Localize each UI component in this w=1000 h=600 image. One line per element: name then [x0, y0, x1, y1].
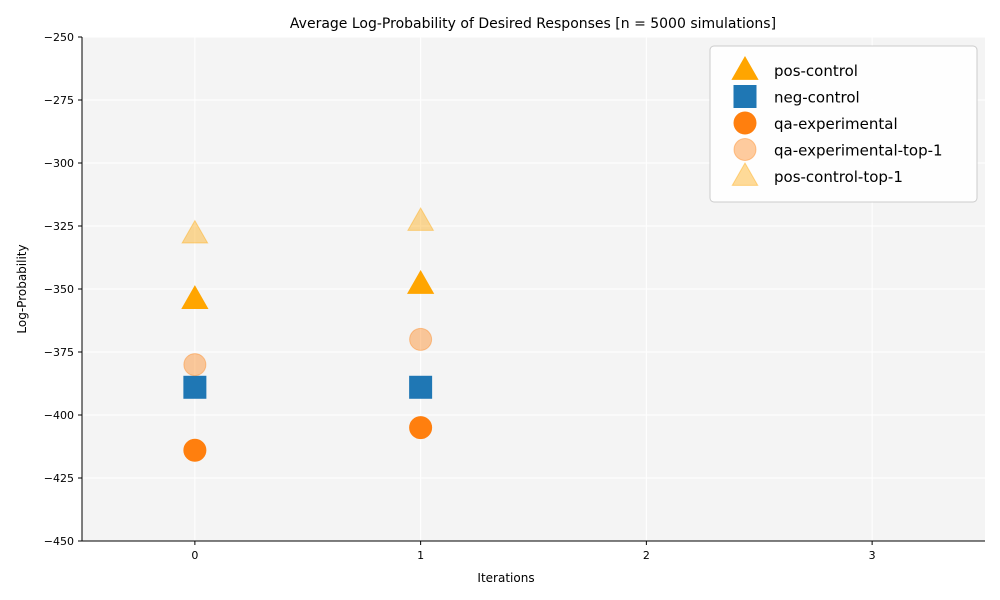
y-tick-label: −375 [44, 346, 74, 359]
legend-marker [733, 111, 757, 135]
x-axis-label: Iterations [477, 571, 534, 585]
data-point-qa-experimental [183, 438, 207, 462]
x-tick-label: 0 [191, 549, 198, 562]
x-tick-label: 2 [643, 549, 650, 562]
data-point-pos-control [181, 285, 209, 309]
legend-label: pos-control-top-1 [774, 168, 903, 186]
legend-entry-neg-control: neg-control [733, 85, 860, 108]
y-axis-label: Log-Probability [15, 244, 29, 333]
legend-marker [733, 138, 757, 161]
legend-entry-qa-experimental-top-1: qa-experimental-top-1 [733, 138, 943, 161]
legend-entry-pos-control: pos-control [731, 56, 858, 80]
legend-marker [733, 85, 757, 108]
series-pos-control-top-1 [181, 206, 435, 244]
legend-marker [731, 56, 759, 80]
data-point-pos-control [407, 269, 435, 294]
y-tick-label: −275 [44, 94, 74, 107]
y-tick-label: −400 [44, 409, 74, 422]
series-qa-experimental-top-1 [183, 327, 433, 377]
legend-label: neg-control [774, 89, 860, 107]
legend-entry-qa-experimental: qa-experimental [733, 111, 898, 135]
data-marks [181, 206, 435, 462]
y-tick-label: −425 [44, 472, 74, 485]
data-point-pos-control-top-1 [181, 219, 209, 244]
legend-box [709, 45, 978, 203]
data-point-qa-experimental [409, 416, 433, 440]
y-tick-label: −350 [44, 283, 74, 296]
legend-label: qa-experimental-top-1 [774, 142, 943, 160]
data-point-neg-control [409, 375, 433, 399]
legend-entry-pos-control-top-1: pos-control-top-1 [731, 162, 903, 186]
x-tick-label: 1 [417, 549, 424, 562]
y-tick-label: −325 [44, 220, 74, 233]
y-ticks: −450 −425 −400 −375 −350 −325 −300 −275 −250 [44, 31, 82, 548]
chart-title: Average Log-Probability of Desired Respo… [290, 16, 776, 32]
data-point-qa-experimental-top-1 [183, 353, 207, 377]
legend-label: pos-control [774, 62, 858, 80]
y-tick-label: −300 [44, 157, 74, 170]
y-tick-label: −450 [44, 535, 74, 548]
legend-marker [731, 162, 759, 186]
x-ticks: 0 1 2 3 [191, 541, 876, 562]
data-point-pos-control-top-1 [407, 206, 435, 231]
y-tick-label: −250 [44, 31, 74, 44]
x-tick-label: 3 [869, 549, 876, 562]
series-pos-control [181, 269, 435, 309]
series-qa-experimental [183, 416, 433, 462]
legend-label: qa-experimental [774, 115, 898, 133]
series-neg-control [183, 375, 433, 399]
legend: pos-control neg-control qa-experimental qa-… [709, 45, 978, 203]
data-point-qa-experimental-top-1 [409, 327, 433, 351]
data-point-neg-control [183, 375, 207, 399]
